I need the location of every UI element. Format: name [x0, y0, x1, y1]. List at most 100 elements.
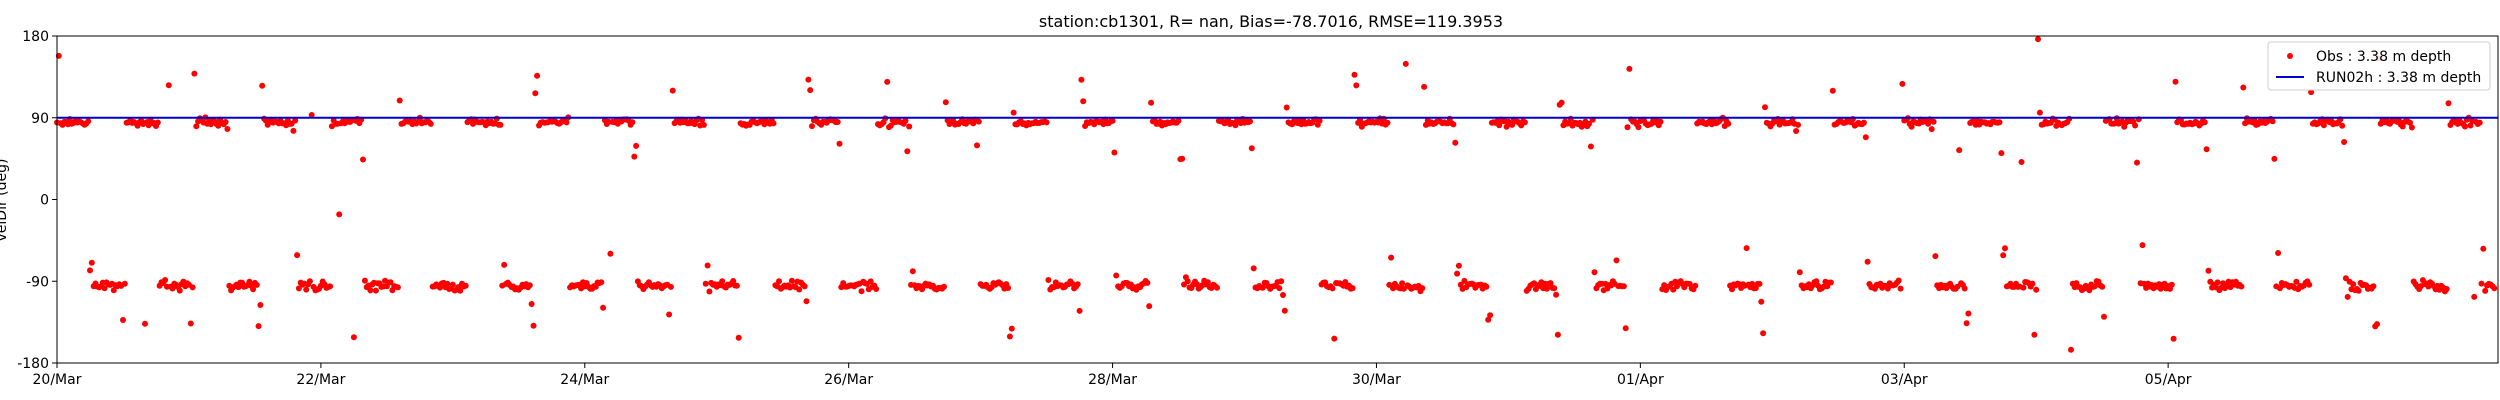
obs-point [776, 278, 782, 285]
obs-point [176, 287, 183, 294]
obs-point [528, 301, 535, 307]
obs-point [1558, 99, 1565, 106]
legend-obs-label: Obs : 3.38 m depth [2316, 49, 2451, 65]
obs-point [1554, 331, 1561, 338]
obs-point [975, 118, 982, 125]
obs-point [2091, 283, 2098, 290]
obs-point [669, 87, 676, 94]
obs-point [1795, 121, 1801, 128]
obs-point [121, 280, 128, 287]
obs-point [1692, 282, 1699, 289]
obs-point [1349, 285, 1356, 292]
obs-point [1521, 119, 1528, 126]
obs-point [1895, 277, 1902, 284]
obs-point [1111, 149, 1118, 156]
obs-point [360, 156, 366, 163]
obs-point [290, 127, 297, 134]
obs-point [1259, 284, 1266, 291]
obs-point [629, 119, 636, 126]
obs-point [361, 277, 368, 284]
obs-point [189, 284, 196, 291]
obs-point [193, 123, 200, 130]
obs-point [2000, 252, 2007, 259]
y-tick-label: -180 [17, 356, 49, 372]
obs-point [2018, 159, 2025, 165]
obs-point [2399, 123, 2406, 130]
obs-point [1622, 325, 1629, 332]
obs-point [1247, 118, 1253, 125]
chart-title: station:cb1301, R= nan, Bias=-78.7016, R… [1039, 12, 1503, 31]
obs-point [1008, 325, 1015, 332]
obs-point [1485, 316, 1492, 323]
y-axis-label: velDir (deg) [0, 159, 10, 242]
obs-point [2139, 242, 2146, 249]
x-tick-label: 28/Mar [1088, 372, 1137, 388]
obs-point [1450, 121, 1457, 128]
obs-point [1613, 257, 1620, 264]
obs-point [306, 278, 313, 285]
obs-point [187, 320, 194, 327]
obs-point [253, 281, 260, 288]
obs-point [735, 334, 742, 341]
obs-point [1547, 280, 1554, 287]
obs-point [873, 286, 880, 292]
obs-point [2201, 119, 2208, 126]
obs-point [2214, 279, 2221, 286]
obs-point [1278, 278, 1285, 285]
obs-point [2099, 283, 2106, 290]
legend-obs-marker [2287, 53, 2293, 59]
obs-point [809, 123, 815, 130]
obs-point [154, 119, 161, 126]
x-tick-label: 22/Mar [296, 372, 345, 388]
obs-point [2476, 119, 2483, 126]
obs-point [700, 121, 707, 128]
obs-point [1329, 285, 1336, 292]
obs-point [2350, 281, 2357, 288]
obs-point [906, 123, 913, 130]
obs-point [1954, 283, 1961, 290]
obs-point [88, 259, 95, 266]
obs-point [255, 323, 262, 330]
obs-point [1248, 145, 1255, 152]
obs-point [667, 283, 674, 290]
obs-point [1204, 279, 1211, 286]
obs-point [224, 126, 231, 132]
obs-point [1620, 283, 1627, 290]
obs-point [1624, 124, 1631, 131]
obs-point [1956, 147, 1963, 154]
obs-point [2443, 286, 2450, 292]
obs-point [1005, 285, 1012, 291]
obs-point [101, 285, 108, 292]
obs-point [292, 117, 299, 124]
obs-point [1419, 285, 1426, 292]
legend-model-label: RUN02h : 3.38 m depth [2316, 70, 2481, 86]
obs-point [1899, 80, 1906, 87]
obs-point [308, 112, 315, 118]
obs-point [1932, 253, 1939, 260]
obs-point [530, 322, 537, 329]
obs-point [2134, 159, 2140, 166]
obs-point [235, 284, 242, 291]
obs-point [1827, 279, 1834, 286]
obs-point [2355, 287, 2362, 294]
obs-point [1813, 278, 1820, 285]
obs-point [730, 278, 737, 284]
obs-point [1591, 269, 1598, 276]
obs-point [2467, 122, 2474, 129]
obs-point [110, 287, 117, 294]
obs-point [1965, 310, 1972, 317]
obs-point [1586, 120, 1592, 127]
obs-point [2370, 283, 2377, 290]
obs-point [2033, 286, 2040, 293]
obs-point [796, 286, 803, 293]
obs-point [563, 119, 570, 126]
obs-point [1925, 120, 1932, 127]
obs-point [1487, 312, 1494, 319]
obs-point [1010, 109, 1017, 116]
obs-point [2407, 119, 2413, 126]
obs-point [1998, 150, 2005, 157]
obs-point [2203, 146, 2210, 153]
obs-point [1281, 307, 1288, 314]
obs-point [396, 97, 403, 104]
obs-point [884, 78, 891, 85]
